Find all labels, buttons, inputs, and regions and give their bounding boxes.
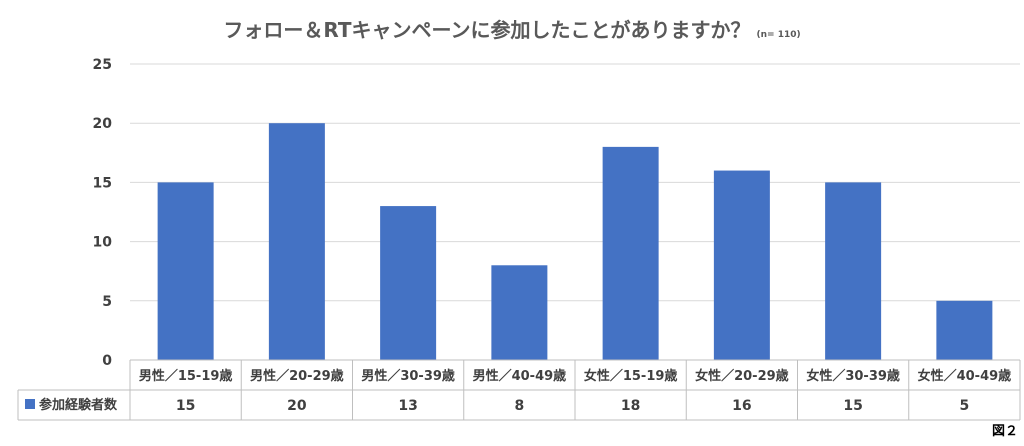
bar: [602, 146, 659, 360]
x-tick-label: 男性／40-49歳: [473, 368, 567, 384]
bar: [491, 265, 548, 360]
bar: [825, 182, 882, 360]
data-label: 13: [398, 398, 417, 414]
y-tick-label: 5: [102, 294, 112, 310]
x-tick-label: 男性／20-29歳: [250, 368, 344, 384]
y-tick-label: 15: [93, 175, 112, 191]
legend-label: 参加経験者数: [39, 397, 118, 413]
data-label: 18: [621, 398, 640, 414]
data-label: 15: [176, 398, 195, 414]
chart-title: フォロー＆RTキャンペーンに参加したことがありますか？ (n= 110): [0, 14, 1024, 43]
data-label: 15: [843, 398, 862, 414]
data-label: 8: [515, 398, 525, 414]
data-label: 16: [732, 398, 751, 414]
x-tick-label: 女性／40-49歳: [918, 368, 1012, 384]
x-tick-label: 女性／30-39歳: [806, 368, 900, 384]
y-tick-label: 0: [102, 353, 112, 369]
bar: [380, 206, 437, 360]
data-label: 5: [960, 398, 970, 414]
bar: [713, 170, 770, 360]
bar: [936, 300, 993, 360]
y-tick-label: 25: [93, 57, 112, 73]
bar: [268, 123, 325, 360]
x-tick-label: 男性／30-39歳: [361, 368, 455, 384]
y-tick-label: 20: [93, 116, 113, 132]
data-label: 20: [287, 398, 307, 414]
x-tick-label: 男性／15-19歳: [139, 368, 233, 384]
x-tick-label: 女性／15-19歳: [584, 368, 678, 384]
legend-swatch: [25, 399, 35, 409]
y-tick-label: 10: [93, 235, 113, 251]
chart-title-text: フォロー＆RTキャンペーンに参加したことがありますか？: [223, 18, 751, 42]
sample-size-note: (n= 110): [756, 30, 801, 40]
figure-label: 図２: [991, 424, 1018, 439]
x-tick-label: 女性／20-29歳: [695, 368, 789, 384]
bar: [157, 182, 214, 360]
